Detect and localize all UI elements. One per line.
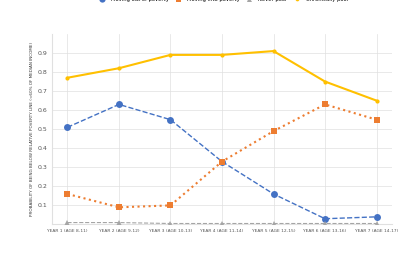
Moving out of poverty [65, 126, 70, 129]
Line: Chronically poor: Chronically poor [65, 49, 379, 103]
Chronically poor [116, 67, 121, 70]
Chronically poor [374, 99, 379, 102]
Moving into poverty [271, 129, 276, 133]
Moving out of poverty [271, 192, 276, 195]
Never poor [323, 222, 328, 225]
Moving out of poverty [323, 217, 328, 220]
Chronically poor [168, 53, 173, 56]
Chronically poor [271, 50, 276, 53]
Never poor [220, 222, 224, 225]
Moving into poverty [168, 204, 173, 207]
Moving into poverty [65, 192, 70, 195]
Moving into poverty [323, 103, 328, 106]
Y-axis label: PROBABILITY OF BEING BELOW RELATIVE POVERTY LINE (<60% OF MEDIAN INCOME): PROBABILITY OF BEING BELOW RELATIVE POVE… [30, 42, 34, 216]
Chronically poor [220, 53, 224, 56]
Line: Never poor: Never poor [65, 220, 379, 226]
Never poor [168, 222, 173, 225]
Never poor [271, 222, 276, 225]
Moving into poverty [220, 160, 224, 163]
Moving out of poverty [374, 215, 379, 218]
Chronically poor [323, 80, 328, 83]
Moving into poverty [374, 118, 379, 121]
Never poor [65, 221, 70, 224]
Never poor [116, 221, 121, 224]
Moving into poverty [116, 206, 121, 209]
Moving out of poverty [168, 118, 173, 121]
Moving out of poverty [116, 103, 121, 106]
Chronically poor [65, 76, 70, 79]
Never poor [374, 222, 379, 225]
Line: Moving out of poverty: Moving out of poverty [64, 101, 380, 222]
Legend: Moving out of poverty, Moving into poverty, Never poor, Chronically poor: Moving out of poverty, Moving into pover… [93, 0, 351, 4]
Moving out of poverty [220, 160, 224, 163]
Line: Moving into poverty: Moving into poverty [65, 102, 379, 210]
